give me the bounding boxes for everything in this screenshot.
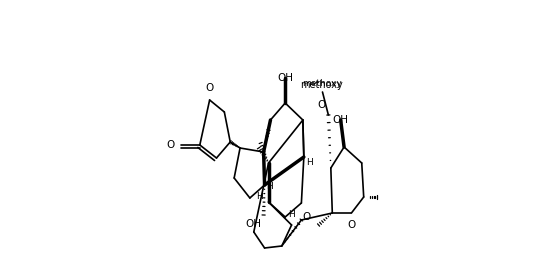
Text: O: O bbox=[166, 140, 174, 150]
Text: H: H bbox=[266, 182, 273, 191]
Text: O: O bbox=[303, 212, 311, 222]
Text: H: H bbox=[257, 192, 263, 201]
Text: methoxy: methoxy bbox=[300, 80, 342, 90]
Text: O: O bbox=[206, 83, 214, 93]
Text: O: O bbox=[348, 220, 356, 230]
Text: H: H bbox=[307, 158, 313, 167]
Text: OH: OH bbox=[332, 115, 349, 125]
Text: OH: OH bbox=[277, 73, 293, 83]
Text: H: H bbox=[288, 210, 295, 219]
Text: OH: OH bbox=[245, 219, 261, 229]
Text: O: O bbox=[317, 100, 325, 110]
Text: methoxy: methoxy bbox=[302, 79, 342, 88]
